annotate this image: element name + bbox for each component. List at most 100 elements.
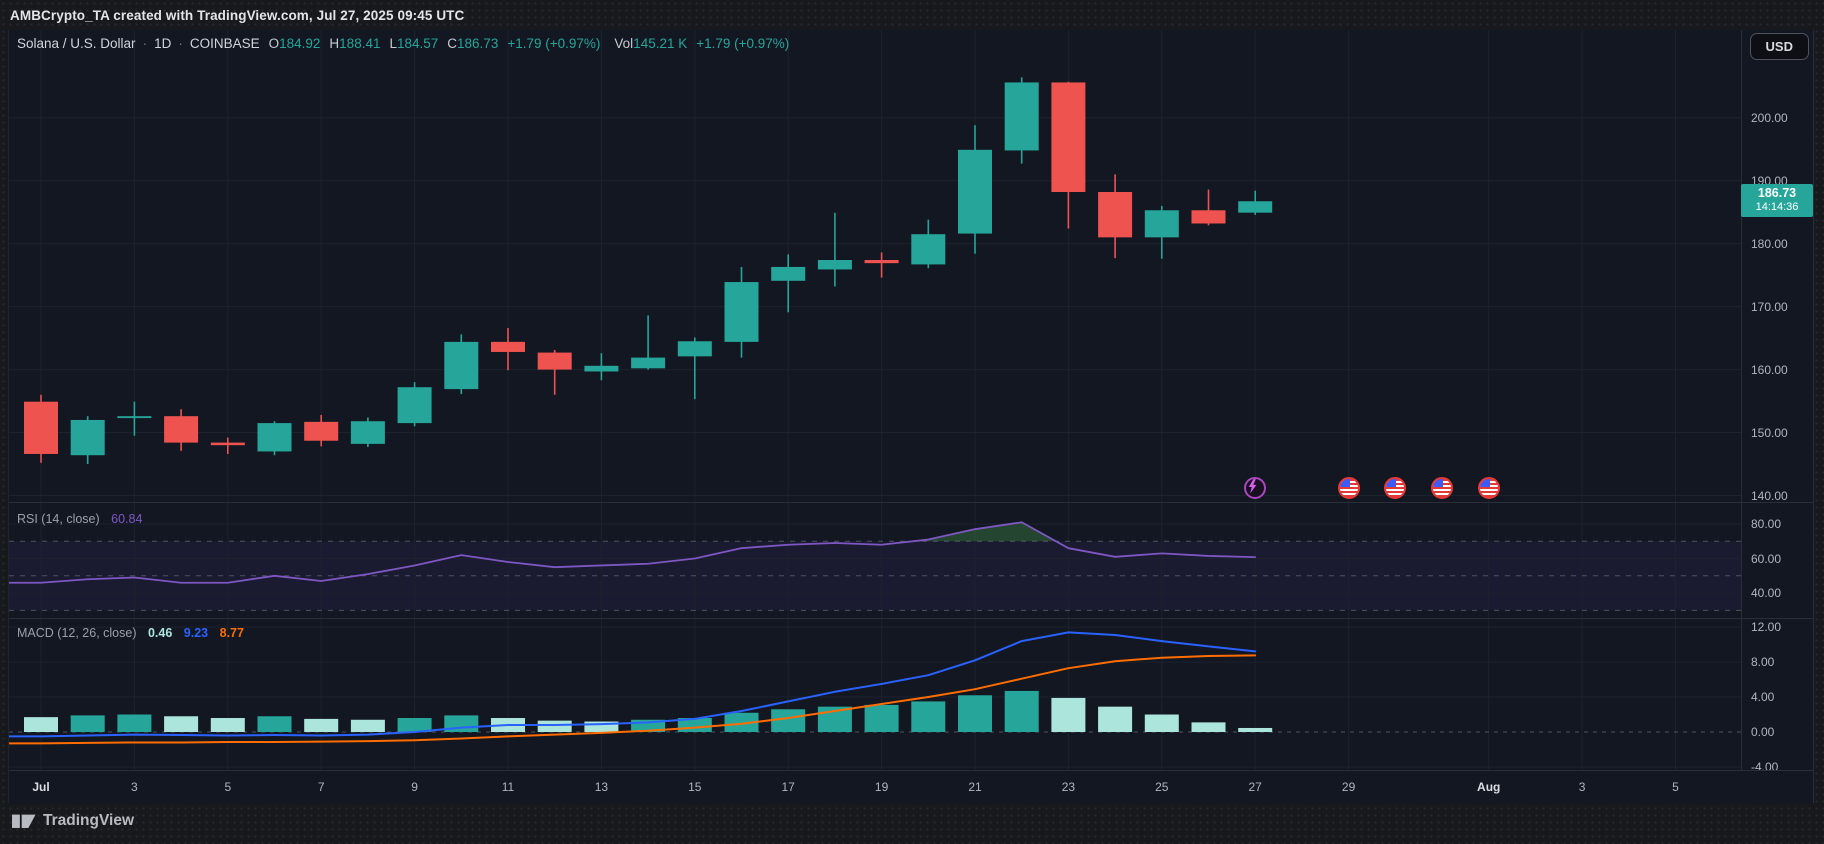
macd-histogram-bar [1098,706,1133,732]
macd-histogram-bar [304,718,339,732]
us-flag-event-icon[interactable] [1477,477,1500,499]
vertical-gridlines [40,503,1676,618]
axis-tick-label: 60.00 [1751,551,1782,566]
candle [584,353,619,381]
ohlc-high: H188.41 [329,36,381,51]
macd-histogram [24,690,1273,732]
interval-label[interactable]: 1D [154,36,172,51]
exchange-label: COINBASE [189,36,260,51]
candle [444,334,479,395]
candle [210,437,245,454]
axis-separator [1741,30,1742,770]
candle [164,409,199,451]
candle [1004,77,1039,164]
us-flag-event-icon[interactable] [1337,477,1360,499]
candle [911,219,946,269]
lightning-glyph [1248,479,1257,494]
time-axis-day-label: 19 [874,780,889,794]
watermark-bar: AMBCrypto_TA created with TradingView.co… [0,0,1824,30]
pane-separator[interactable] [9,502,1813,503]
macd-histogram-bar [771,709,806,732]
macd-title[interactable]: MACD (12, 26, close) [17,626,137,640]
time-axis-day-label: 15 [688,780,702,794]
bar-countdown: 14:14:36 [1755,201,1799,214]
candle [958,125,992,254]
macd-histogram-bar [1144,714,1179,732]
rsi-line [9,521,1257,584]
time-axis-day-label: 3 [131,780,138,794]
rsi-pane[interactable]: RSI (14, close) 60.84 80.00 60.00 40.00 [9,503,1813,618]
macd-histogram-bar [164,716,199,732]
volume-label: Vol [614,36,634,51]
tradingview-logo-text: TradingView [43,812,135,829]
rsi-title[interactable]: RSI (14, close) [17,512,100,526]
macd-histogram-bar [350,719,385,732]
macd-histogram-bar [724,712,759,732]
macd-histogram-bar [864,704,899,732]
axis-tick-label: 80.00 [1751,517,1782,531]
time-axis[interactable]: Jul 3 5 7 9 11 13 15 17 19 21 23 25 27 29 Aug 3 5 [9,770,1813,804]
candle [491,328,525,371]
candle [537,350,572,395]
time-axis-day-label: 21 [968,780,982,794]
last-price-badge: 186.73 14:14:36 [1741,184,1813,218]
separator-dot: · [178,36,183,51]
candle [117,401,152,436]
candle [1144,205,1179,259]
time-axis-day-label: 17 [781,780,795,794]
time-axis-day-label: 9 [411,780,418,794]
time-axis-day-label: 3 [1578,780,1586,794]
vertical-gridlines [40,30,1676,502]
time-axis-day-label: 5 [224,780,232,794]
macd-histogram-bar [24,717,58,732]
rsi-overbought-fill [912,522,1056,542]
macd-legend[interactable]: MACD (12, 26, close) 0.46 9.23 8.77 [17,626,244,640]
candle [304,414,339,447]
rsi-value: 60.84 [111,512,143,526]
candle [350,417,385,448]
time-axis-day-label: 27 [1248,780,1262,794]
rsi-legend[interactable]: RSI (14, close) 60.84 [17,512,142,526]
separator-dot: · [142,36,148,51]
us-flag-event-icon[interactable] [1431,477,1453,499]
last-price: 186.73 [1757,186,1797,201]
candle [677,337,712,400]
macd-histogram-bar [1191,722,1226,732]
currency-usd-button[interactable]: USD [1749,33,1809,60]
macd-histogram-bar [117,714,152,732]
lightning-event-icon[interactable] [1244,477,1267,499]
axis-tick-label: 200.00 [1751,110,1788,125]
tradingview-branding[interactable]: TradingView [12,812,134,830]
us-flag-event-icon[interactable] [1384,477,1407,499]
axis-tick-label: 12.00 [1751,620,1782,635]
symbol-name[interactable]: Solana / U.S. Dollar [17,36,136,51]
candle [24,394,58,463]
macd-histogram-bar [1004,690,1039,732]
candle [864,252,899,278]
time-axis-day-label: 23 [1061,780,1076,794]
watermark-text: AMBCrypto_TA created with TradingView.co… [10,7,465,23]
macd-histogram-bar [537,720,572,732]
candle [631,315,666,370]
pane-separator[interactable] [9,618,1813,619]
macd-pane[interactable]: MACD (12, 26, close) 0.46 9.23 8.77 12.0… [9,619,1813,774]
macd-histogram-bar [70,715,105,732]
time-axis-day-label: 29 [1341,780,1356,794]
time-axis-day-label: 7 [317,780,325,794]
time-axis-day-label: 13 [594,780,609,794]
candle [771,254,806,313]
rsi-plot [9,503,1741,618]
time-axis-day-label: 11 [501,780,515,794]
axis-tick-label: 40.00 [1751,586,1782,601]
axis-tick-label: 0.00 [1751,725,1775,739]
macd-histogram-bar [584,721,619,732]
axis-tick-label: 160.00 [1751,362,1788,377]
macd-plot [9,619,1741,770]
chart-legend: Solana / U.S. Dollar · 1D · COINBASE O18… [17,36,789,51]
macd-histogram-bar [958,695,992,732]
ohlc-low: L184.57 [389,36,439,51]
price-pane[interactable]: Solana / U.S. Dollar · 1D · COINBASE O18… [9,30,1813,503]
macd-histogram-bar [1238,727,1273,732]
candles [24,77,1273,465]
